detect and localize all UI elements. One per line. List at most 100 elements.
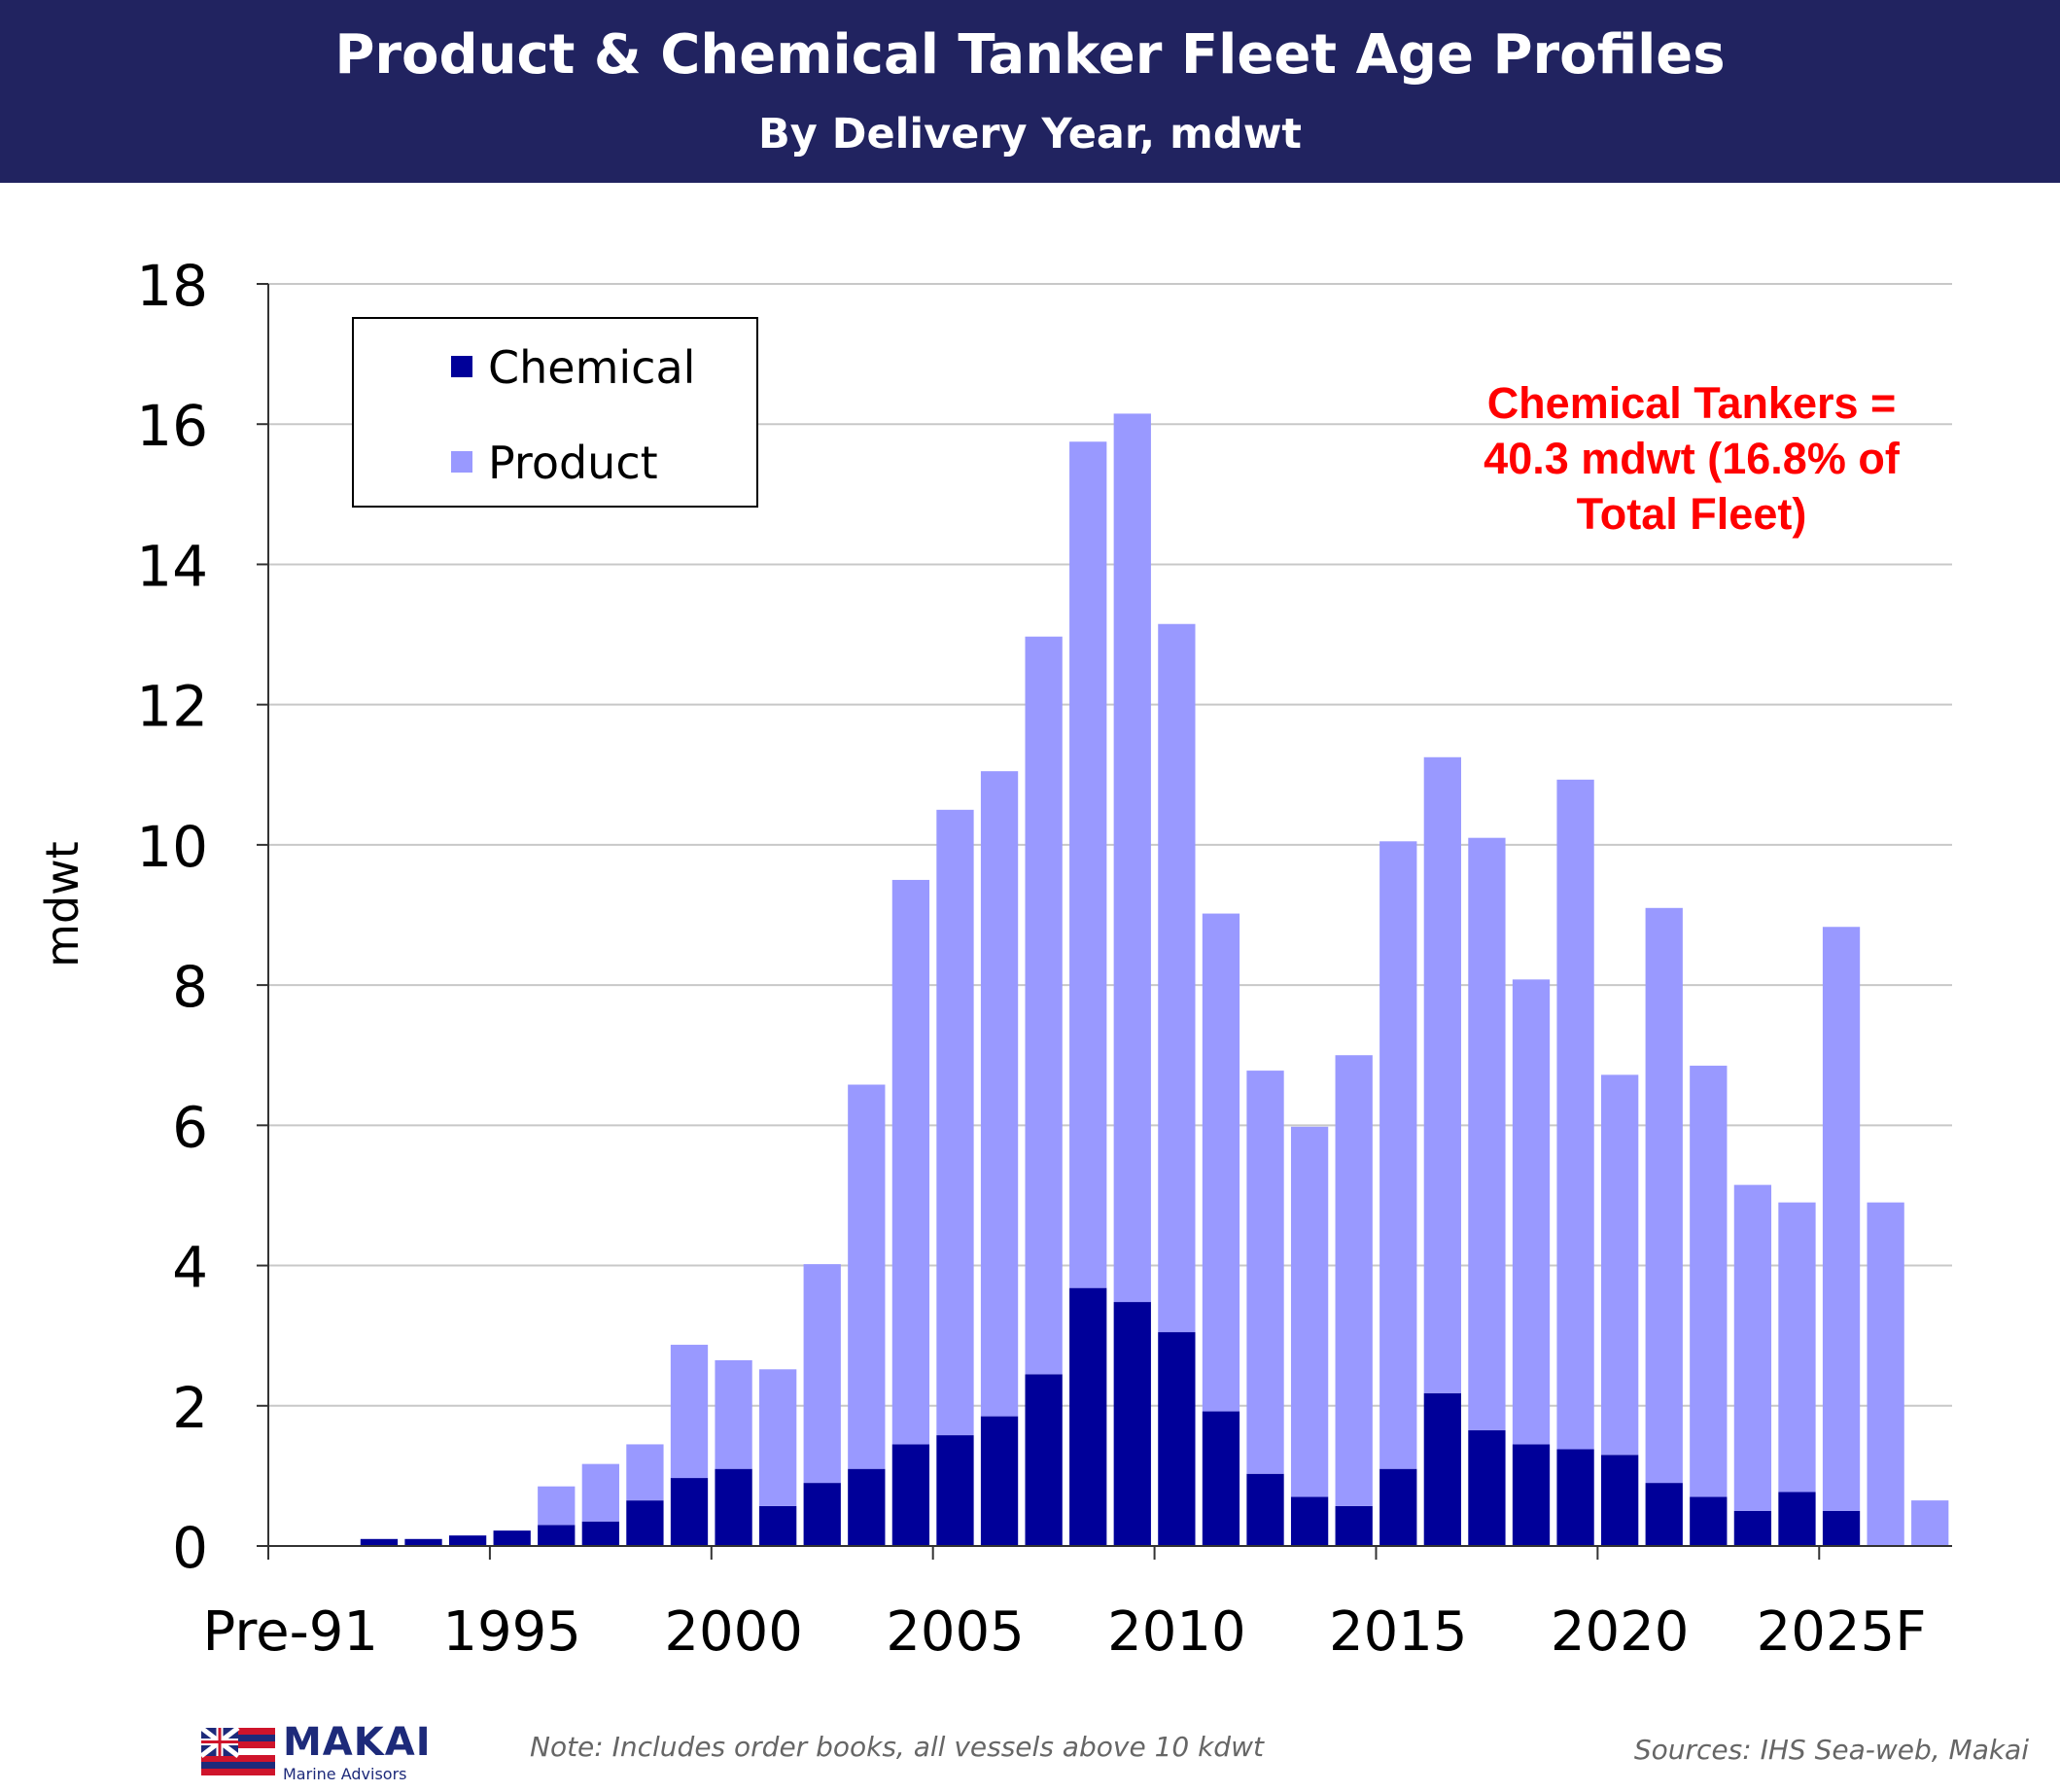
bar-chemical-2000 (715, 1468, 752, 1546)
bar-product-2027F (1911, 1500, 1949, 1546)
y-tick-label: 2 (172, 1375, 208, 1441)
bar-product-2012 (1246, 1071, 1284, 1474)
axes (257, 283, 1952, 1560)
bar-product-2010 (1158, 623, 1196, 1333)
bar-chemical-2016 (1423, 1392, 1461, 1546)
chart-subtitle: By Delivery Year, mdwt (758, 110, 1302, 158)
legend-label-product: Product (488, 437, 658, 489)
bar-chemical-1992 (360, 1538, 399, 1546)
bar-product-2011 (1202, 913, 1240, 1412)
bar-product-2026F (1867, 1202, 1904, 1546)
bar-product-1996 (538, 1486, 576, 1526)
x-tick-label: 2015 (1329, 1600, 1468, 1664)
x-tick-label: 2000 (664, 1600, 803, 1664)
bar-chemical-2010 (1158, 1332, 1196, 1546)
bar-chemical-2019 (1556, 1449, 1594, 1546)
chart-title: Product & Chemical Tanker Fleet Age Prof… (334, 23, 1726, 87)
y-axis-label: mdwt (36, 841, 88, 967)
bar-chemical-2002 (803, 1483, 841, 1546)
bar-product-2013 (1290, 1126, 1329, 1497)
bar-product-2000 (715, 1359, 752, 1469)
legend-label-chemical: Chemical (488, 341, 695, 394)
bar-chemical-1994 (448, 1535, 487, 1546)
bar-product-2025F (1822, 927, 1861, 1511)
bar-product-2005 (936, 809, 974, 1436)
bar-product-1999 (670, 1345, 709, 1479)
y-tick-label: 14 (136, 533, 208, 599)
footer-sources: Sources: IHS Sea-web, Makai (1633, 1734, 2029, 1766)
bar-series (360, 413, 1949, 1546)
bar-product-2015 (1379, 841, 1417, 1469)
bar-chemical-2004 (891, 1444, 930, 1546)
y-tick-label: 6 (172, 1094, 208, 1160)
makai-logo: MAKAI Marine Advisors (201, 1720, 435, 1784)
x-tick-label: 2020 (1551, 1600, 1690, 1664)
chemical-tankers-annotation: Chemical Tankers = 40.3 mdwt (16.8% of Tot… (1484, 378, 1901, 539)
x-tick-label: 1995 (442, 1600, 581, 1664)
bar-chemical-2003 (848, 1468, 886, 1546)
bar-product-2007 (1025, 636, 1063, 1375)
chart-header: Product & Chemical Tanker Fleet Age Prof… (0, 0, 2060, 183)
bar-chemical-1993 (404, 1538, 442, 1546)
bar-product-2020 (1601, 1074, 1639, 1456)
bar-chemical-2022 (1690, 1496, 1728, 1546)
bar-product-2001 (759, 1369, 797, 1506)
y-tick-label: 12 (136, 674, 208, 740)
x-tick-label: 2025F (1757, 1600, 1927, 1664)
legend-box (352, 317, 758, 508)
bar-product-2022 (1690, 1066, 1728, 1497)
bar-chemical-2015 (1379, 1468, 1417, 1546)
bar-chemical-2020 (1601, 1455, 1639, 1546)
bar-product-2021 (1645, 907, 1683, 1484)
bar-product-2003 (848, 1084, 886, 1469)
x-tick-labels: Pre-91 1995 2000 2005 2010 2015 2020 2025F (203, 1600, 1927, 1664)
bar-chemical-2011 (1202, 1411, 1240, 1546)
bar-chemical-2018 (1512, 1444, 1551, 1546)
x-tick-label: Pre-91 (203, 1600, 379, 1664)
y-tick-label: 0 (172, 1515, 208, 1581)
legend-swatch-chemical (451, 356, 472, 377)
legend-swatch-product (451, 451, 472, 473)
bar-chemical-2017 (1468, 1430, 1506, 1546)
y-tick-labels: 0 2 4 6 8 10 12 14 16 18 (136, 253, 208, 1581)
bar-chemical-2001 (759, 1505, 797, 1546)
bar-chemical-2012 (1246, 1473, 1284, 1546)
bar-product-1998 (626, 1444, 664, 1501)
bar-chemical-2024 (1778, 1492, 1816, 1546)
bar-product-2018 (1512, 979, 1551, 1445)
bar-chemical-1997 (581, 1521, 619, 1546)
bar-chemical-2009 (1113, 1302, 1151, 1546)
bar-product-2014 (1335, 1055, 1373, 1506)
bar-chemical-1998 (626, 1500, 664, 1546)
bar-product-2006 (980, 771, 1019, 1417)
bar-product-2002 (803, 1264, 841, 1484)
footer-note: Note: Includes order books, all vessels … (530, 1731, 1264, 1763)
bar-product-2023 (1733, 1184, 1772, 1511)
bar-chemical-2008 (1069, 1287, 1107, 1546)
legend: Chemical Product (352, 317, 758, 508)
bar-chemical-1996 (538, 1525, 576, 1546)
hawaii-flag-icon (201, 1728, 275, 1784)
logo-wordmark: MAKAI (283, 1720, 432, 1765)
annotation-line: 40.3 mdwt (16.8% of (1484, 434, 1901, 483)
annotation-line: Total Fleet) (1577, 489, 1807, 539)
x-tick-label: 2005 (886, 1600, 1025, 1664)
bar-chemical-2013 (1290, 1496, 1329, 1546)
bar-product-2008 (1069, 441, 1107, 1288)
bar-chemical-2021 (1645, 1483, 1683, 1546)
annotation-line: Chemical Tankers = (1487, 378, 1897, 428)
bar-chemical-1995 (493, 1530, 531, 1546)
bar-product-2017 (1468, 837, 1506, 1431)
bar-chemical-2023 (1733, 1510, 1772, 1546)
bar-chemical-2005 (936, 1435, 974, 1546)
bar-chemical-1999 (670, 1478, 709, 1546)
y-tick-label: 18 (136, 253, 208, 319)
bar-product-2009 (1113, 413, 1151, 1303)
x-tick-label: 2010 (1107, 1600, 1246, 1664)
y-tick-label: 4 (172, 1235, 208, 1301)
bar-product-2016 (1423, 756, 1461, 1393)
bar-chemical-2025F (1822, 1510, 1861, 1546)
y-tick-label: 10 (136, 814, 208, 880)
y-tick-label: 8 (172, 954, 208, 1020)
